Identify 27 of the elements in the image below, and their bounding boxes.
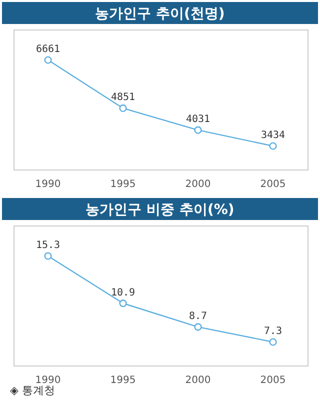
x-tick-label: 1995: [110, 375, 136, 386]
data-label: 10.9: [110, 287, 136, 298]
x-tick-label: 2005: [260, 375, 286, 386]
x-tick-label: 2005: [260, 179, 286, 190]
data-label: 4031: [186, 114, 210, 126]
data-label: 7.3: [264, 326, 282, 337]
data-label: 3434: [260, 130, 286, 141]
data-label: 8.7: [188, 310, 208, 322]
text: ◈ 통계청: [10, 384, 55, 397]
point: [194, 126, 202, 134]
chart-title: 농가인구 비중 추이(%): [86, 202, 234, 218]
point: [119, 300, 127, 308]
data-label: 4851: [110, 92, 136, 104]
x-tick-label: 2000: [185, 179, 211, 190]
point: [269, 142, 277, 150]
point: [119, 104, 127, 112]
point: [269, 338, 277, 346]
chart-title: 농가인구 추이(천명): [95, 6, 225, 22]
x-tick-label: 1995: [110, 179, 136, 190]
data-label: 6661: [36, 44, 60, 55]
point: [194, 323, 202, 331]
point: [44, 252, 52, 260]
x-tick-label: 1990: [35, 179, 61, 190]
data-label: 15.3: [36, 240, 60, 251]
x-tick-label: 1990: [35, 375, 61, 386]
point: [44, 56, 52, 64]
x-tick-label: 2000: [185, 375, 211, 386]
